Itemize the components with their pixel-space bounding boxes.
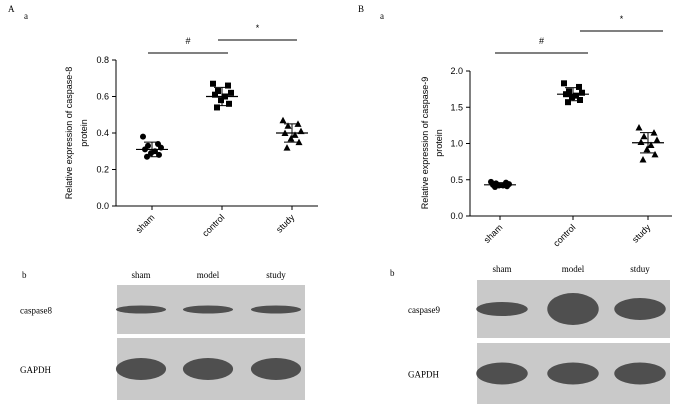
y-axis-label: Relative expression of caspase-8 [64, 67, 74, 200]
data-point [287, 134, 295, 142]
data-point [228, 89, 234, 96]
lane-label: model [562, 264, 585, 274]
data-point [637, 138, 645, 146]
blot-band [476, 362, 528, 385]
significance-mark: # [185, 36, 190, 46]
blot-band [182, 305, 234, 314]
significance-mark: * [620, 14, 624, 24]
data-point [651, 150, 659, 158]
blot-letter: b [22, 270, 27, 280]
data-point [226, 100, 232, 107]
significance-mark: * [256, 23, 260, 33]
data-point [635, 124, 643, 131]
data-point [561, 80, 567, 87]
data-point [565, 99, 571, 106]
y-tick-label: 0.5 [450, 175, 463, 185]
y-tick-label: 0.0 [450, 211, 463, 221]
data-point [576, 83, 582, 90]
data-point [140, 133, 146, 140]
blot-band [250, 358, 302, 380]
row-label: GAPDH [408, 370, 440, 380]
data-point [283, 144, 291, 151]
lane-label: model [197, 270, 220, 280]
data-point [569, 94, 575, 101]
y-tick-label: 2.0 [450, 66, 463, 76]
row-label: GAPDH [20, 365, 52, 375]
subpanel-letter: a [24, 11, 28, 21]
blot-band [614, 298, 666, 320]
data-point [215, 88, 221, 95]
data-point [284, 122, 292, 129]
y-axis-label: protein [434, 129, 444, 157]
blot-band [250, 305, 302, 314]
data-point [647, 141, 655, 148]
blot-band [476, 302, 528, 316]
blot-letter: b [390, 268, 395, 278]
data-point [640, 132, 648, 140]
blot-band [182, 358, 234, 380]
data-point [218, 97, 224, 104]
y-tick-label: 0.0 [96, 201, 109, 211]
blot-band [547, 362, 599, 385]
data-point [214, 104, 220, 111]
lane-label: sham [132, 270, 151, 280]
blot-band [614, 362, 666, 385]
y-tick-label: 1.0 [450, 139, 463, 149]
data-point [210, 80, 216, 87]
y-tick-label: 0.2 [96, 165, 109, 175]
y-tick-label: 0.6 [96, 92, 109, 102]
data-point [577, 97, 583, 103]
data-point [279, 116, 287, 124]
data-point [579, 89, 585, 96]
data-point [504, 183, 510, 190]
y-axis-label: Relative expression of caspase-9 [420, 77, 430, 210]
y-axis-label: protein [79, 119, 89, 147]
blot-band [547, 293, 599, 325]
y-tick-label: 0.8 [96, 55, 109, 65]
lane-label: study [266, 270, 286, 280]
panel-letter: A [8, 4, 15, 14]
data-point [212, 91, 218, 98]
y-tick-label: 1.5 [450, 102, 463, 112]
data-point [291, 131, 299, 138]
lane-label: stduy [630, 264, 650, 274]
row-label: caspase9 [408, 305, 440, 315]
panel-letter: B [358, 4, 364, 14]
blot-band [115, 305, 167, 314]
row-label: caspase8 [20, 306, 52, 316]
y-tick-label: 0.4 [96, 128, 109, 138]
data-point [653, 136, 661, 143]
data-point [639, 155, 647, 163]
data-point [643, 145, 651, 153]
blot-band [115, 358, 167, 380]
data-point [573, 92, 579, 99]
subpanel-letter: a [380, 11, 384, 21]
lane-label: sham [493, 264, 512, 274]
data-point [225, 82, 231, 89]
significance-mark: # [539, 36, 544, 46]
